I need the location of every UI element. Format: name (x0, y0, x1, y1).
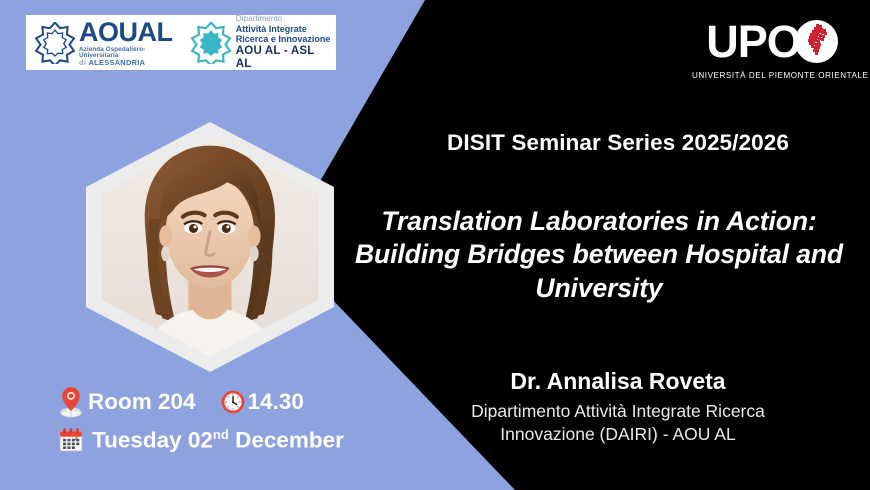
speaker-affiliation-line-2: Innovazione (DAIRI) - AOU AL (500, 423, 736, 444)
upo-acronym: UPO (706, 15, 802, 67)
dairi-line-3: Ricerca e Innovazione (235, 33, 331, 44)
star-burst-icon (34, 21, 76, 64)
portrait-image (102, 137, 318, 357)
date-day: 02 (187, 427, 213, 453)
aoual-subtitle-2-prefix: di (79, 58, 89, 68)
map-pin-icon (58, 386, 84, 418)
aoual-logo: AOUAL Azienda Ospedaliero-Universitaria … (34, 16, 183, 67)
upo-wordmark-row: UPO (692, 16, 852, 66)
upo-caption: UNIVERSITÀ DEL PIEMONTE ORIENTALE (692, 71, 869, 80)
dairi-line-1: Dipartimento (235, 14, 283, 24)
star-burst-icon (190, 21, 232, 64)
aoual-subtitle-2-main: ALESSANDRIA (88, 58, 146, 68)
talk-title: Translation Laboratories in Action: Buil… (354, 206, 844, 303)
dairi-logo: Dipartimento Attività Integrate Ricerca … (190, 14, 331, 70)
aoual-acronym: AOUAL (79, 16, 173, 47)
speaker-affiliation: Dipartimento Attività Integrate Ricerca … (378, 400, 858, 446)
portrait-frame (86, 122, 334, 372)
speaker-name: Dr. Annalisa Roveta (510, 368, 726, 394)
dairi-line-4: AOU AL - ASL AL (235, 44, 315, 70)
series-heading: DISIT Seminar Series 2025/2026 (447, 130, 789, 155)
location-time-row: Room 204 14.30 (58, 386, 344, 418)
upo-logo: UPO (692, 16, 869, 81)
dairi-text-lockup: Dipartimento Attività Integrate Ricerca … (236, 14, 331, 70)
piemonte-map-icon (794, 19, 838, 63)
speaker-portrait (86, 122, 334, 372)
date-ordinal: nd (212, 427, 229, 442)
partner-logo-strip: AOUAL Azienda Ospedaliero-Universitaria … (26, 14, 336, 70)
clock-icon (220, 389, 246, 415)
date-row: Tuesday 02nd December (58, 427, 344, 453)
date-label: Tuesday 02nd December (92, 428, 344, 452)
speaker-affiliation-line-1: Dipartimento Attività Integrate Ricerca (471, 401, 765, 421)
room-label: Room 204 (88, 388, 196, 414)
date-weekday: Tuesday (92, 427, 182, 453)
aoual-subtitle-2: di ALESSANDRIA (79, 59, 183, 66)
dairi-line-2: Attività Integrate (235, 23, 307, 34)
event-details: Room 204 14.30 (58, 386, 344, 453)
time-label: 14.30 (247, 388, 304, 414)
date-month: December (235, 427, 344, 453)
aoual-subtitle-1: Azienda Ospedaliero-Universitaria (79, 45, 146, 59)
calendar-icon (58, 427, 84, 453)
aoual-text-lockup: AOUAL Azienda Ospedaliero-Universitaria … (79, 16, 183, 67)
